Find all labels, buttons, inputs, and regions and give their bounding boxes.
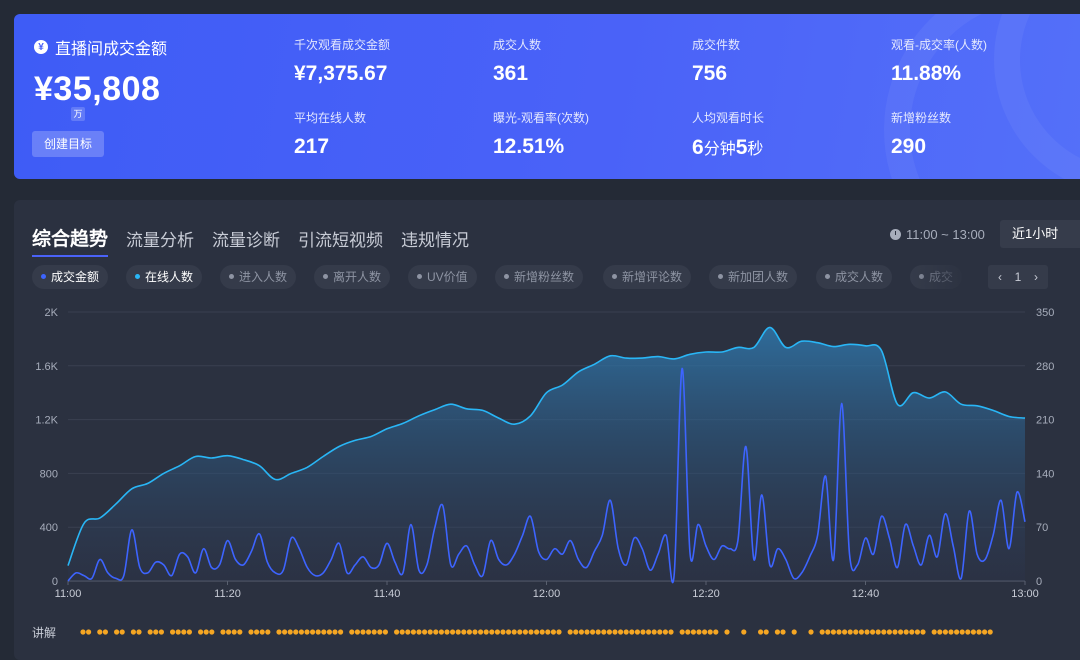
metric-value: 11.88% (891, 62, 962, 85)
tab-traffic-analysis[interactable]: 流量分析 (126, 231, 195, 250)
metric-value: 290 (891, 135, 927, 158)
tab-traffic-diagnosis[interactable]: 流量诊断 (212, 231, 281, 250)
seconds-value: 5 (735, 136, 748, 159)
unit-badge: 万 (71, 107, 85, 121)
chip-label: 成交人数 (835, 270, 884, 284)
metric-exposure-rate: 曝光-观看率(次数) 12.51% (493, 109, 589, 159)
summary-card: ¥ 直播间成交金额 ¥35,808 万 创建目标 千次观看成交金额 ¥7,375… (14, 14, 1080, 179)
metric-buyers: 成交人数 361 (493, 36, 541, 86)
metric-label: 平均在线人数 (294, 111, 367, 125)
page-number: 1 (1014, 270, 1022, 284)
tab-overall-trend[interactable]: 综合趋势 (32, 224, 109, 257)
metric-value: 361 (493, 62, 529, 85)
minutes-value: 6 (692, 136, 704, 159)
metric-label: 成交人数 (493, 38, 542, 52)
next-page-icon[interactable]: › (1034, 270, 1038, 284)
time-range-text: 11:00 ~ 13:00 (906, 227, 985, 242)
minutes-unit: 分钟 (703, 141, 736, 158)
metric-label: 千次观看成交金额 (294, 38, 391, 52)
chip-dot (41, 274, 46, 280)
chip-leave-users[interactable]: 离开人数 (314, 265, 391, 289)
gmv-title: ¥ 直播间成交金额 (34, 35, 167, 59)
chip-pager: ‹ 1 › (988, 265, 1048, 289)
gmv-title-text: 直播间成交金额 (55, 41, 168, 58)
seconds-unit: 秒 (747, 141, 764, 158)
chip-dot (825, 274, 830, 280)
chip-label: 新增粉丝数 (514, 270, 575, 284)
gmv-value: ¥35,808 (34, 70, 161, 108)
chip-label: 新加团人数 (728, 270, 789, 284)
chip-label: 成交金额 (51, 270, 100, 284)
metric-avg-online: 平均在线人数 217 (294, 109, 366, 159)
metric-label: 观看-成交率(人数) (891, 38, 987, 52)
chip-dot (718, 274, 723, 280)
range-select-button[interactable]: 近1小时 (1000, 220, 1080, 248)
metric-value: 6分钟5秒 (692, 135, 764, 160)
yen-icon: ¥ (34, 40, 48, 54)
metric-label: 新增粉丝数 (891, 111, 952, 125)
explain-label: 讲解 (32, 626, 57, 640)
chip-label: UV价值 (427, 270, 468, 284)
chip-label: 进入人数 (239, 270, 288, 284)
time-range: 11:00 ~ 13:00 (890, 227, 985, 242)
chip-dot (135, 274, 140, 280)
trend-tabs: 综合趋势 流量分析 流量诊断 引流短视频 违规情况 (32, 224, 487, 257)
chip-fade-overlay (910, 262, 988, 292)
chip-buyers[interactable]: 成交人数 (816, 265, 893, 289)
metric-watch-time: 人均观看时长 6分钟5秒 (692, 109, 764, 160)
chip-online-users[interactable]: 在线人数 (126, 265, 203, 289)
metric-label: 曝光-观看率(次数) (493, 111, 589, 125)
metric-label: 人均观看时长 (692, 111, 765, 125)
chip-new-group-members[interactable]: 新加团人数 (709, 265, 798, 289)
metric-value: ¥7,375.67 (294, 62, 388, 85)
prev-page-icon[interactable]: ‹ (998, 270, 1002, 284)
tab-short-video[interactable]: 引流短视频 (298, 231, 384, 250)
chip-dot (612, 274, 617, 280)
chip-enter-users[interactable]: 进入人数 (220, 265, 297, 289)
metric-items: 成交件数 756 (692, 36, 740, 86)
metric-gpm: 千次观看成交金额 ¥7,375.67 (294, 36, 390, 86)
clock-icon (890, 229, 901, 240)
metric-view-conversion: 观看-成交率(人数) 11.88% (891, 36, 987, 86)
chip-label: 新增评论数 (622, 270, 683, 284)
chip-sales-amount[interactable]: 成交金额 (32, 265, 109, 289)
chip-new-fans[interactable]: 新增粉丝数 (495, 265, 584, 289)
chip-dot (323, 274, 328, 280)
chip-dot (504, 274, 509, 280)
chip-label: 离开人数 (333, 270, 382, 284)
chip-new-comments[interactable]: 新增评论数 (603, 265, 692, 289)
metric-value: 12.51% (493, 135, 565, 158)
metric-value: 217 (294, 135, 330, 158)
chip-dot (229, 274, 234, 280)
metric-value: 756 (692, 62, 728, 85)
metric-new-fans: 新增粉丝数 290 (891, 109, 951, 159)
chip-label: 在线人数 (145, 270, 194, 284)
create-target-button[interactable]: 创建目标 (32, 131, 104, 157)
chip-dot (417, 274, 422, 280)
chip-uv-value[interactable]: UV价值 (408, 265, 477, 289)
tab-violations[interactable]: 违规情况 (401, 231, 470, 250)
metric-label: 成交件数 (692, 38, 741, 52)
